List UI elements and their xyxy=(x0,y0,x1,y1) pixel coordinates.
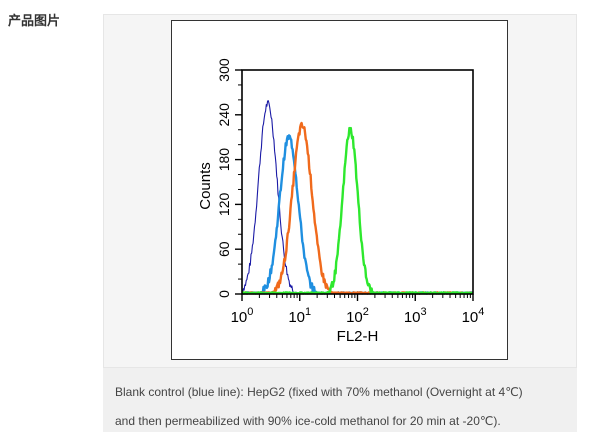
x-tick-label-1: 100 xyxy=(231,306,254,326)
histogram-series-4 xyxy=(241,126,474,295)
x-tick-exponent: 0 xyxy=(247,306,253,318)
caption-line-1: Blank control (blue line): HepG2 (fixed … xyxy=(115,385,523,399)
x-tick-base: 10 xyxy=(462,309,479,326)
x-axis-label: FL2-H xyxy=(337,328,379,345)
section-label: 产品图片 xyxy=(8,13,61,28)
histogram-series-2 xyxy=(241,134,474,295)
figure-caption: Blank control (blue line): HepG2 (fixed … xyxy=(103,368,577,432)
x-tick-exponent: 4 xyxy=(478,306,484,318)
x-tick-exponent: 2 xyxy=(363,306,369,318)
x-tick-exponent: 1 xyxy=(305,306,311,318)
x-tick-base: 10 xyxy=(346,309,363,326)
x-tick-label-10: 101 xyxy=(288,306,311,326)
x-tick-label-1000: 103 xyxy=(404,306,427,326)
y-tick-label-0: 0 xyxy=(216,290,232,298)
y-axis-label: Counts xyxy=(197,162,214,210)
x-tick-base: 10 xyxy=(231,309,248,326)
y-tick-label-300: 300 xyxy=(216,58,232,82)
flow-cytometry-figure: 0 60 120 180 240 300 100 101 102 103 104 Counts FL… xyxy=(171,20,508,360)
histogram-series-3 xyxy=(241,121,474,295)
x-tick-base: 10 xyxy=(288,309,305,326)
y-tick-label-180: 180 xyxy=(216,148,232,172)
y-tick-label-240: 240 xyxy=(216,103,232,127)
x-tick-label-100: 102 xyxy=(346,306,369,326)
series-group xyxy=(241,100,474,295)
caption-line-2: and then permeabilized with 90% ice-cold… xyxy=(115,414,501,428)
x-tick-base: 10 xyxy=(404,309,421,326)
x-tick-exponent: 3 xyxy=(421,306,427,318)
y-tick-label-120: 120 xyxy=(216,193,232,217)
y-tick-label-60: 60 xyxy=(216,241,232,257)
x-tick-label-10000: 104 xyxy=(462,306,485,326)
